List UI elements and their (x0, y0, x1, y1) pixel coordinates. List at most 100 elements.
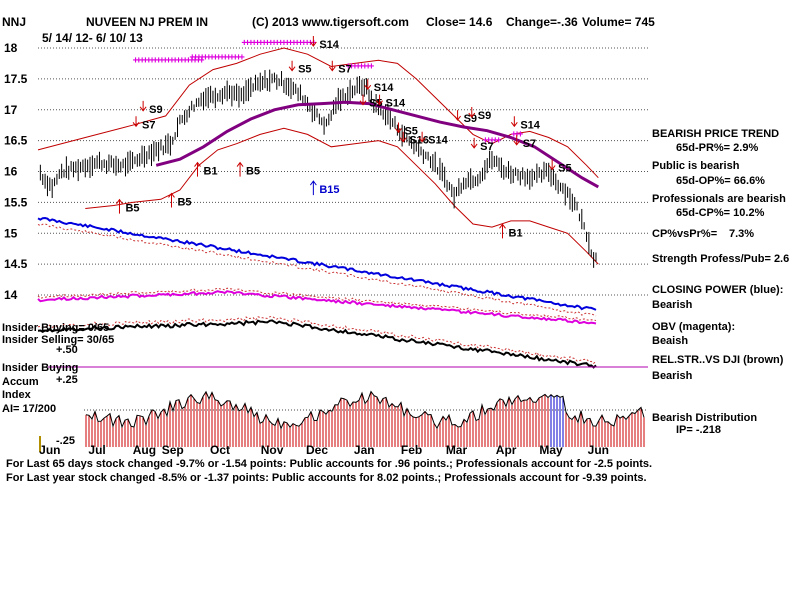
signal-arrow (288, 60, 296, 72)
accum-marker: + (193, 52, 199, 63)
y-tick-15.5: 15.5 (4, 195, 28, 209)
moving-average-line (155, 100, 600, 189)
y-tick-17.5: 17.5 (4, 72, 28, 86)
accum-marker: + (274, 38, 280, 49)
signal-arrow (309, 180, 317, 196)
y-tick-16.5: 16.5 (4, 134, 28, 148)
accum-marker: + (258, 38, 264, 49)
ai-value: AI= 17/200 (2, 403, 56, 415)
signal-s14: S14 (374, 82, 394, 94)
signal-b5: B5 (246, 166, 260, 178)
lower-band-line (85, 127, 599, 265)
signal-arrow (116, 198, 123, 214)
accum-label: Accum (2, 376, 39, 388)
accum-marker: + (133, 55, 139, 66)
signal-s7: S7 (480, 141, 493, 153)
accum-marker: + (156, 55, 162, 66)
signal-s5: S5 (404, 125, 417, 137)
signal-arrow (468, 107, 476, 118)
accum-marker: + (229, 52, 235, 63)
accum-marker: + (241, 38, 247, 49)
gridlines (38, 47, 648, 296)
accum-marker: + (349, 62, 355, 73)
accum-marker: + (226, 52, 232, 63)
y-tick-14.5: 14.5 (4, 257, 28, 271)
x-label-mar: Mar (446, 443, 468, 457)
rel-strength-ma (37, 315, 597, 365)
signal-s14: S14 (520, 119, 540, 131)
accum-marker: + (206, 52, 212, 63)
signal-arrow (399, 131, 407, 143)
accum-marker: + (192, 55, 198, 66)
footer-line-65-days: For Last 65 days stock changed -9.7% or … (6, 458, 652, 470)
accum-marker: + (152, 55, 158, 66)
accum-marker: + (245, 38, 251, 49)
ticker-label: NNJ (2, 15, 26, 29)
rel-str-value: Bearish (652, 370, 693, 382)
obv-value: Beaish (652, 335, 688, 347)
obv-ma (37, 287, 597, 321)
accum-marker: + (222, 52, 228, 63)
series-lines: ++++++++++++++++++++++++++++++++++++++++… (133, 38, 600, 189)
y-axis-ticks: 18 17.5 17 16.5 16 15.5 15 14.5 14 (4, 41, 28, 302)
accum-marker: + (486, 136, 492, 147)
rel-str-label: REL.STR..VS DJI (brown) (652, 354, 784, 366)
signal-arrow (548, 159, 556, 171)
insider-buying-panel-title: Insider Buying (2, 362, 78, 374)
signal-b5: B5 (125, 203, 139, 215)
signal-arrow (395, 122, 402, 134)
signal-arrow (418, 131, 426, 143)
date-range: 5/ 14/ 12- 6/ 10/ 13 (42, 31, 143, 45)
signal-s9: S9 (149, 104, 162, 116)
signal-s9: S9 (464, 113, 477, 125)
accum-marker: + (139, 55, 145, 66)
closing-power-label: CLOSING POWER (blue): (652, 284, 783, 296)
bearish-price-trend-title: BEARISH PRICE TREND (652, 128, 779, 140)
signal-arrow (236, 161, 244, 177)
accum-marker: + (496, 136, 502, 147)
signal-s14: S14 (386, 98, 406, 110)
accum-marker: + (212, 52, 218, 63)
accum-marker: + (176, 55, 182, 66)
bearish-distribution-label: Bearish Distribution (652, 412, 757, 424)
y-tick-16: 16 (4, 165, 18, 179)
signal-arrow (309, 36, 317, 47)
signal-arrow (376, 94, 383, 106)
accum-marker: + (278, 38, 284, 49)
y-tick-15: 15 (4, 226, 18, 240)
public-bearish-title: Public is bearish (652, 160, 740, 172)
price-bars (39, 69, 597, 268)
accum-marker: + (182, 55, 188, 66)
signal-arrow (364, 79, 372, 91)
index-label: Index (2, 389, 32, 401)
accum-marker: + (301, 38, 307, 49)
y-tick-14: 14 (4, 288, 18, 302)
x-label-oct: Oct (210, 443, 230, 457)
cp-vs-pr-label: CP%vsPr%= (652, 228, 717, 240)
y-tick-17: 17 (4, 103, 18, 117)
y-tick-18: 18 (4, 41, 18, 55)
signal-b1: B1 (204, 166, 218, 178)
accum-marker: + (291, 38, 297, 49)
accum-marker: + (359, 62, 365, 73)
x-label-sep: Sep (162, 443, 184, 457)
x-label-feb: Feb (401, 443, 422, 457)
accum-histogram (39, 390, 648, 452)
accum-marker: + (162, 55, 168, 66)
close-value: Close= 14.6 (426, 15, 493, 29)
accum-marker: + (159, 55, 165, 66)
accum-marker: + (271, 38, 277, 49)
upper-band-line (37, 47, 599, 179)
accum-marker: + (355, 62, 361, 73)
accum-marker: + (216, 52, 222, 63)
accum-marker: + (288, 38, 294, 49)
volume-value: Volume= 745 (582, 15, 655, 29)
accum-marker: + (189, 55, 195, 66)
accum-marker: + (172, 55, 178, 66)
accum-marker: + (304, 38, 310, 49)
cp-vs-pr-value: 7.3% (729, 228, 754, 240)
chart-title: NUVEEN NJ PREM IN (86, 15, 208, 29)
signal-arrow (132, 116, 140, 128)
signal-s5: S5 (558, 163, 571, 175)
signal-s7: S7 (523, 138, 536, 150)
